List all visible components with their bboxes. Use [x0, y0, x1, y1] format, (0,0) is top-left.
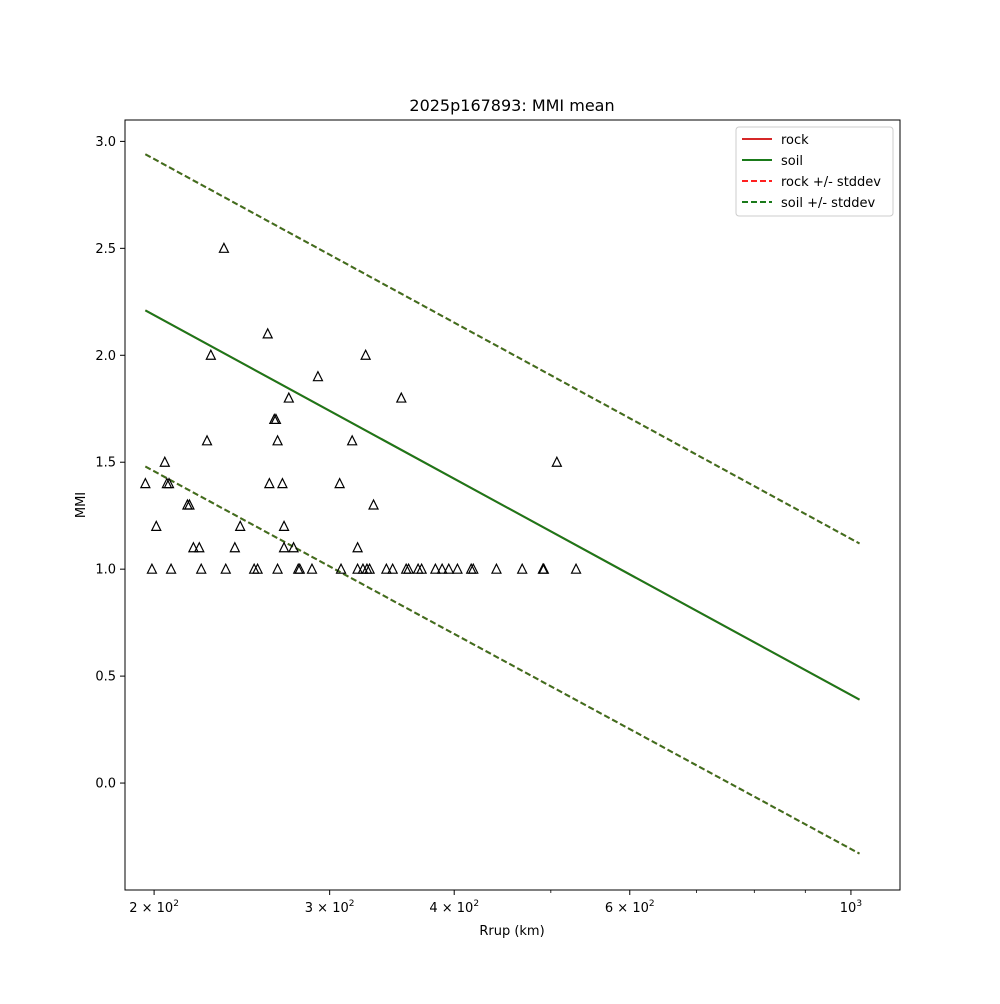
- legend-label: soil +/- stddev: [781, 196, 876, 211]
- station-marker: [150, 520, 162, 531]
- series-line-soil-stddev-lower: [144, 465, 860, 855]
- x-axis: 2 × 102 3 × 102 4 × 102 6 × 102 103: [129, 890, 862, 916]
- station-marker: [538, 562, 550, 574]
- station-marker: [205, 348, 217, 360]
- y-tick-label: 0.0: [95, 777, 116, 792]
- y-tick-label: 1.0: [95, 563, 116, 578]
- series-line-soil-stddev-upper: [144, 153, 860, 545]
- station-marker: [278, 520, 290, 531]
- station-marker: [380, 562, 392, 574]
- station-marker: [187, 541, 199, 553]
- station-marker: [146, 562, 158, 574]
- station-marker: [387, 562, 399, 574]
- x-tick-label: 103: [840, 899, 862, 916]
- legend: rock soil rock +/- stddev soil +/- stddev: [735, 126, 894, 217]
- station-marker: [364, 562, 376, 574]
- station-marker: [294, 562, 306, 574]
- y-axis: 0.0 0.5 1.0 1.5 2.0 2.5 3.0: [95, 135, 125, 792]
- station-marker: [443, 562, 455, 574]
- x-tick-label: 2 × 102: [129, 899, 179, 916]
- legend-box: [735, 126, 894, 217]
- y-tick-label: 3.0: [95, 135, 116, 150]
- station-marker: [312, 370, 324, 382]
- station-marker: [570, 562, 582, 574]
- y-tick-label: 0.5: [95, 670, 116, 685]
- station-marker: [263, 477, 275, 489]
- station-marker: [429, 562, 441, 574]
- station-marker: [306, 562, 318, 574]
- station-marker: [403, 562, 415, 574]
- y-axis-label: MMI: [74, 492, 89, 518]
- station-marker: [436, 562, 448, 574]
- station-marker: [272, 562, 284, 574]
- chart-title: 2025p167893: MMI mean: [409, 96, 614, 115]
- station-marker: [360, 348, 372, 360]
- series-line-soil: [144, 309, 860, 701]
- x-tick-label: 4 × 102: [429, 899, 479, 916]
- station-marker: [262, 327, 274, 339]
- station-marker: [183, 498, 195, 510]
- station-marker: [159, 455, 171, 467]
- x-tick-label: 3 × 102: [305, 899, 355, 916]
- y-tick-label: 2.5: [95, 242, 116, 257]
- legend-label: rock: [781, 133, 809, 148]
- station-marker: [368, 498, 380, 510]
- plot-area: [139, 153, 860, 855]
- station-marker: [270, 413, 282, 425]
- station-marker: [490, 562, 502, 574]
- plot-frame: [124, 119, 901, 891]
- station-marker: [195, 562, 207, 574]
- x-axis-label: Rrup (km): [479, 924, 544, 939]
- station-marker: [139, 477, 151, 489]
- station-marker: [346, 434, 358, 446]
- station-marker: [288, 541, 300, 553]
- legend-label: rock +/- stddev: [781, 175, 881, 190]
- station-marker: [163, 477, 175, 489]
- station-marker: [220, 562, 232, 574]
- station-marker: [272, 434, 284, 446]
- station-marker: [467, 562, 479, 574]
- x-tick-label: 6 × 102: [605, 899, 655, 916]
- station-marker: [278, 541, 290, 553]
- station-marker: [352, 541, 364, 553]
- station-marker: [229, 541, 241, 553]
- station-marker: [276, 477, 288, 489]
- station-marker: [551, 455, 563, 467]
- station-marker: [335, 562, 347, 574]
- station-marker: [352, 562, 364, 574]
- station-marker: [218, 241, 230, 253]
- station-marker: [252, 562, 264, 574]
- station-marker: [201, 434, 213, 446]
- legend-label: soil: [781, 154, 803, 169]
- y-tick-label: 2.0: [95, 349, 116, 364]
- station-marker: [416, 562, 428, 574]
- station-marker: [334, 477, 346, 489]
- station-marker: [395, 391, 407, 403]
- station-marker: [283, 391, 295, 403]
- station-marker: [193, 541, 205, 553]
- station-marker: [165, 562, 177, 574]
- station-marker: [451, 562, 463, 574]
- station-marker: [234, 520, 246, 531]
- station-marker: [516, 562, 528, 574]
- y-tick-label: 1.5: [95, 456, 116, 471]
